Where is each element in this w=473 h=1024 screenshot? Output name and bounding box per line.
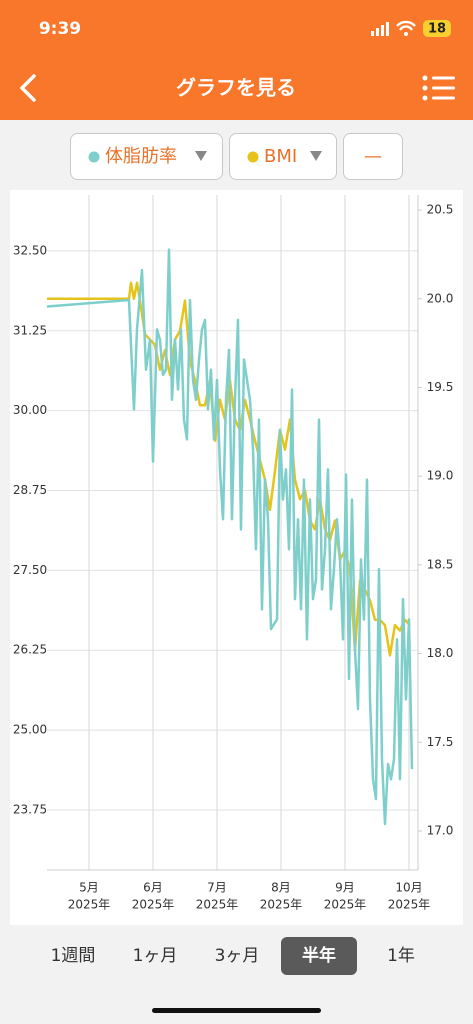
header-bg [0,0,473,120]
filter-label: — [364,146,382,167]
period-tab[interactable]: 半年 [302,945,336,966]
battery-level: 18 [428,22,446,37]
x-tick-year: 2025年 [196,898,239,912]
battery-icon [423,20,451,37]
y2-tick-label: 17.0 [427,823,454,837]
period-tab[interactable]: 1週間 [51,946,96,966]
y-tick-label: 31.25 [13,323,47,337]
x-tick-year: 2025年 [388,898,431,912]
filter-button[interactable] [229,133,337,180]
menu-button[interactable] [422,75,456,101]
series-line [46,248,414,826]
period-tab[interactable]: 1年 [387,946,415,966]
y2-tick-label: 20.0 [427,291,454,305]
home-indicator [152,1008,321,1013]
x-tick-year: 2025年 [260,898,303,912]
y-tick-label: 23.75 [13,802,47,816]
legend-label: 体脂肪率 [105,146,177,167]
y-tick-label: 25.00 [13,723,47,737]
x-tick-year: 2025年 [68,898,111,912]
x-tick-label: 7月 [207,881,227,895]
back-button[interactable] [20,74,36,102]
x-tick-year: 2025年 [324,898,367,912]
y-tick-label: 30.00 [13,403,47,417]
status-time: 9:39 [39,19,81,39]
x-tick-label: 8月 [271,881,291,895]
legend-dot [88,151,100,163]
y-tick-label: 32.50 [13,243,47,257]
header-title: グラフを見る [176,76,296,100]
y2-tick-label: 19.5 [427,380,454,394]
legend-label: BMI [264,146,297,167]
y2-tick-label: 20.5 [427,203,454,217]
wifi-icon [396,20,416,31]
period-tabs: 1週間 1ヶ月 3ヶ月 半年 1年 [51,937,415,975]
period-tab[interactable]: 1ヶ月 [133,946,178,966]
dropdown-arrow [310,151,322,161]
chart: 23.75 25.00 26.25 27.50 28.75 30.00 31.25 32.50… [13,195,454,912]
y2-tick-label: 18.5 [427,557,454,571]
x-tick-label: 5月 [79,881,99,895]
filter-button[interactable] [343,133,403,180]
y2-tick-label: 17.5 [427,735,454,749]
wifi-dot [404,32,408,36]
x-tick-label: 6月 [143,881,163,895]
chart-panel [10,190,463,925]
period-selected [281,937,357,975]
filter-button[interactable] [70,133,223,180]
signal-icon [371,22,389,36]
x-tick-label: 10月 [395,881,422,895]
y2-tick-label: 18.0 [427,646,454,660]
x-tick-year: 2025年 [132,898,175,912]
legend-dot [247,151,259,163]
y-tick-label: 27.50 [13,563,47,577]
y2-tick-label: 19.0 [427,469,454,483]
dropdown-arrow [195,151,207,161]
period-tab[interactable]: 3ヶ月 [215,946,260,966]
y-tick-label: 26.25 [13,643,47,657]
y-tick-label: 28.75 [13,483,47,497]
x-tick-label: 9月 [335,881,355,895]
